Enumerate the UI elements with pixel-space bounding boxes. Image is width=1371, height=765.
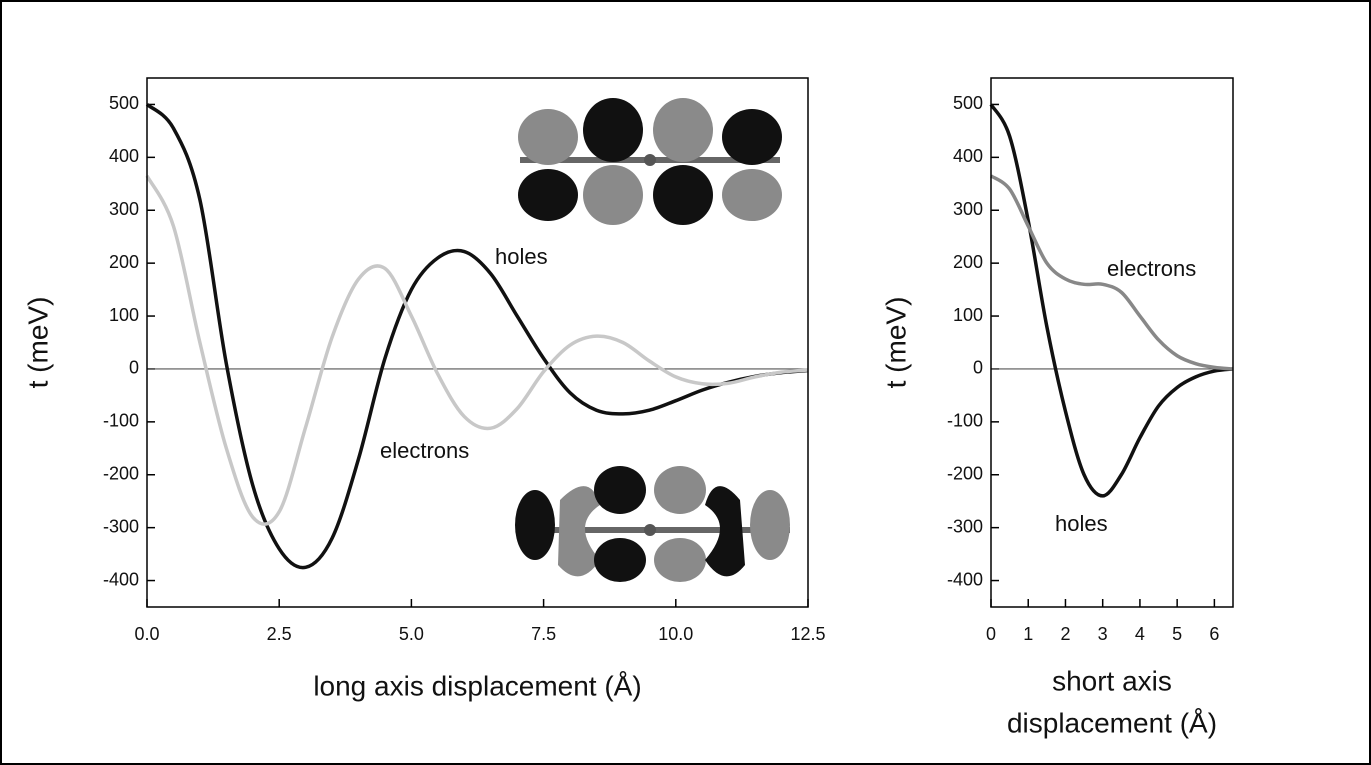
y-tick-label: -300 (103, 516, 139, 536)
x-tick-label: 7.5 (531, 624, 556, 644)
x-tick-label: 2.5 (267, 624, 292, 644)
y-tick-label: 0 (973, 358, 983, 378)
y-tick-label: -100 (103, 411, 139, 431)
y-tick-label: -400 (103, 569, 139, 589)
line-series (145, 174, 809, 526)
y-tick-label: 300 (953, 199, 983, 219)
y-axis-label: t (meV) (22, 297, 53, 389)
x-tick-label: 6 (1209, 624, 1219, 644)
series-label: electrons (1107, 256, 1196, 281)
x-tick-label: 3 (1098, 624, 1108, 644)
x-tick-label: 5.0 (399, 624, 424, 644)
series-label: electrons (380, 438, 469, 463)
line-series (989, 174, 1234, 371)
y-tick-label: -400 (947, 569, 983, 589)
y-tick-label: -200 (103, 464, 139, 484)
y-tick-label: -200 (947, 464, 983, 484)
line-series (145, 103, 809, 570)
y-tick-label: 100 (109, 305, 139, 325)
y-tick-label: 400 (109, 146, 139, 166)
y-tick-label: 100 (953, 305, 983, 325)
x-tick-label: 10.0 (658, 624, 693, 644)
y-tick-label: 300 (109, 199, 139, 219)
line-series (989, 103, 1234, 498)
y-tick-label: 500 (953, 93, 983, 113)
y-tick-label: 200 (953, 252, 983, 272)
y-tick-label: 0 (129, 358, 139, 378)
y-axis-label: t (meV) (880, 297, 911, 389)
x-axis-label: long axis displacement (Å) (313, 670, 641, 701)
x-tick-label: 4 (1135, 624, 1145, 644)
plot-frame (146, 77, 809, 608)
molecule-bottom (515, 466, 790, 582)
x-tick-label: 0.0 (134, 624, 159, 644)
x-tick-label: 0 (986, 624, 996, 644)
x-tick-label: 12.5 (790, 624, 825, 644)
x-tick-label: 5 (1172, 624, 1182, 644)
x-tick-label: 2 (1060, 624, 1070, 644)
series-label: holes (495, 244, 548, 269)
plot-frame (990, 77, 1234, 608)
molecule-top (518, 98, 782, 225)
x-tick-label: 1 (1023, 624, 1033, 644)
series-label: holes (1055, 511, 1108, 536)
y-tick-label: -100 (947, 411, 983, 431)
y-tick-label: 400 (953, 146, 983, 166)
y-tick-label: 500 (109, 93, 139, 113)
x-axis-label: short axis (1052, 665, 1172, 696)
x-axis-label: displacement (Å) (1007, 707, 1217, 738)
y-tick-label: 200 (109, 252, 139, 272)
y-tick-label: -300 (947, 516, 983, 536)
